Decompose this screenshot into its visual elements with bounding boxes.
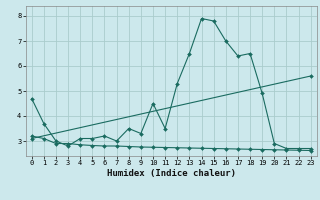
X-axis label: Humidex (Indice chaleur): Humidex (Indice chaleur) bbox=[107, 169, 236, 178]
